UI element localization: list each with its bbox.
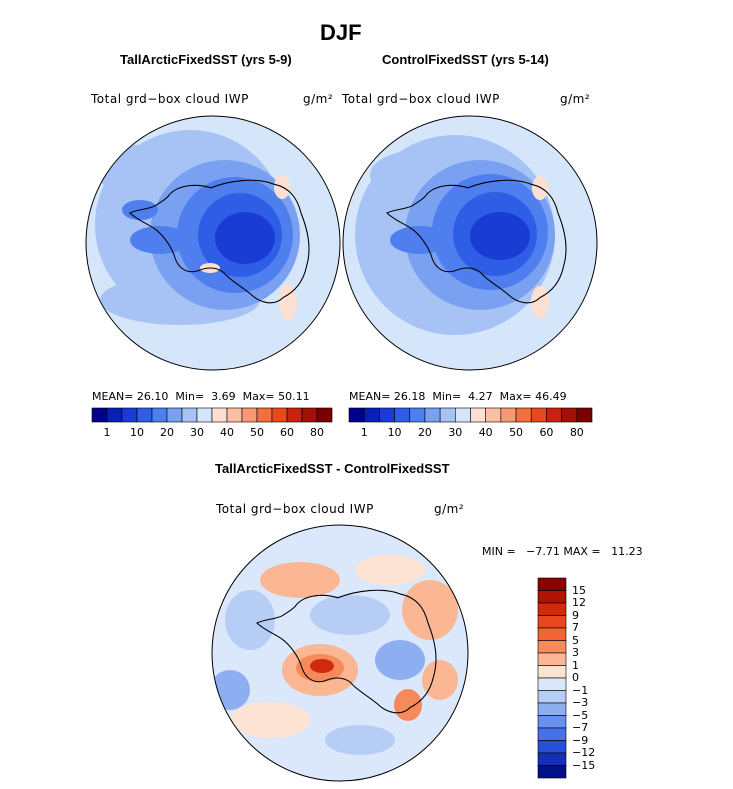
- panel2-variable-label: Total grd−box cloud IWP: [342, 92, 500, 106]
- colorbar-swatch: [226, 407, 243, 423]
- colorbar-tick-label: 0: [572, 671, 579, 684]
- colorbar-swatch: [271, 407, 288, 423]
- diff-map: [211, 524, 469, 782]
- colorbar-swatch: [537, 577, 567, 591]
- colorbar-tick-label: −5: [572, 708, 589, 722]
- colorbar-tick-label: 40: [478, 426, 493, 439]
- colorbar-tick-label: 50: [509, 426, 524, 439]
- diff-units-label: g/m²: [434, 502, 465, 516]
- panel2-stats: MEAN= 26.18 Min= 4.27 Max= 46.49: [349, 390, 567, 403]
- colorbar-swatch: [348, 407, 365, 423]
- colorbar-swatch: [537, 602, 567, 616]
- colorbar-swatch: [537, 740, 567, 754]
- colorbar-swatch: [241, 407, 258, 423]
- colorbar-tick-label: 5: [572, 633, 579, 647]
- diff-minmax: MIN = −7.71 MAX = 11.23: [482, 545, 643, 558]
- colorbar-tick-label: 40: [220, 426, 234, 439]
- colorbar-tick-label: 20: [160, 426, 174, 439]
- colorbar-swatch: [151, 407, 168, 423]
- colorbar-swatch: [409, 407, 426, 423]
- colorbar-swatch: [196, 407, 213, 423]
- colorbar-tick-label: −1: [572, 683, 589, 697]
- colorbar-swatch: [537, 702, 567, 716]
- colorbar-swatch: [301, 407, 318, 423]
- colorbar-swatch: [439, 407, 456, 423]
- colorbar-swatch: [106, 407, 123, 423]
- colorbar-tick-label: −7: [572, 721, 589, 734]
- colorbar-tick-label: 30: [190, 426, 204, 439]
- colorbar-swatch: [537, 727, 567, 741]
- diff-variable-label: Total grd−box cloud IWP: [216, 502, 374, 516]
- colorbar-swatch: [537, 590, 567, 604]
- colorbar-tick-label: −15: [572, 758, 596, 772]
- colorbar-tick-label: 1: [103, 426, 111, 439]
- colorbar-tick-label: 80: [569, 426, 584, 439]
- panel1-units-label: g/m²: [303, 92, 334, 106]
- colorbar-swatch: [537, 752, 567, 766]
- figure-title: DJF: [320, 20, 362, 45]
- diff-subtitle: TallArcticFixedSST - ControlFixedSST: [215, 461, 450, 476]
- colorbar-swatch: [537, 627, 567, 641]
- colorbar-swatch: [537, 690, 567, 704]
- panel2-colorbar: [348, 407, 593, 423]
- colorbar-swatch: [211, 407, 228, 423]
- colorbar-tick-label: 80: [310, 426, 324, 439]
- panel1-subtitle: TallArcticFixedSST (yrs 5-9): [120, 52, 292, 67]
- colorbar-swatch: [91, 407, 108, 423]
- colorbar-tick-label: 10: [130, 426, 144, 439]
- colorbar-tick-label: 12: [572, 596, 586, 609]
- panel2-units-label: g/m²: [560, 92, 591, 106]
- colorbar-tick-label: 30: [448, 426, 463, 439]
- colorbar-swatch: [537, 640, 567, 654]
- colorbar-swatch: [515, 407, 532, 423]
- colorbar-swatch: [470, 407, 486, 423]
- colorbar-tick-label: 50: [250, 426, 264, 439]
- panel1-stats: MEAN= 26.10 Min= 3.69 Max= 50.11: [92, 390, 310, 403]
- colorbar-swatch: [537, 765, 567, 779]
- colorbar-swatch: [530, 407, 547, 423]
- colorbar-tick-label: 9: [572, 608, 579, 622]
- colorbar-swatch: [121, 407, 138, 423]
- colorbar-swatch: [363, 407, 380, 423]
- colorbar-tick-label: −9: [572, 733, 589, 747]
- colorbar-swatch: [379, 407, 395, 423]
- colorbar-tick-label: 10: [387, 426, 402, 439]
- colorbar-swatch: [546, 407, 562, 423]
- colorbar-swatch: [424, 407, 441, 423]
- colorbar-swatch: [136, 407, 153, 423]
- colorbar-swatch: [455, 407, 471, 423]
- colorbar-tick-label: 7: [572, 621, 579, 634]
- colorbar-swatch: [537, 715, 567, 729]
- colorbar-tick-label: 1: [360, 426, 368, 439]
- colorbar-swatch: [537, 615, 567, 629]
- colorbar-tick-label: 1: [572, 658, 579, 672]
- colorbar-swatch: [181, 407, 198, 423]
- colorbar-swatch: [537, 665, 567, 679]
- colorbar-swatch: [537, 677, 567, 691]
- colorbar-tick-label: 60: [280, 426, 294, 439]
- colorbar-swatch: [394, 407, 411, 423]
- colorbar-swatch: [561, 407, 578, 423]
- colorbar-tick-label: −3: [572, 696, 589, 709]
- colorbar-swatch: [256, 407, 273, 423]
- colorbar-tick-label: 15: [572, 583, 586, 597]
- colorbar-tick-label: 3: [572, 646, 579, 659]
- colorbar-swatch: [537, 652, 567, 666]
- colorbar-tick-label: 60: [539, 426, 554, 439]
- colorbar-tick-label: −12: [572, 746, 596, 759]
- panel2-subtitle: ControlFixedSST (yrs 5-14): [382, 52, 549, 67]
- colorbar-swatch: [166, 407, 183, 423]
- panel1-colorbar: [91, 407, 333, 423]
- diff-colorbar: [537, 577, 567, 779]
- colorbar-swatch: [576, 407, 593, 423]
- panel1-variable-label: Total grd−box cloud IWP: [91, 92, 249, 106]
- colorbar-swatch: [500, 407, 517, 423]
- colorbar-swatch: [316, 407, 333, 423]
- panel1-map: [85, 115, 341, 371]
- colorbar-tick-label: 20: [417, 426, 432, 439]
- colorbar-swatch: [286, 407, 303, 423]
- colorbar-swatch: [485, 407, 502, 423]
- panel2-map: [342, 115, 598, 371]
